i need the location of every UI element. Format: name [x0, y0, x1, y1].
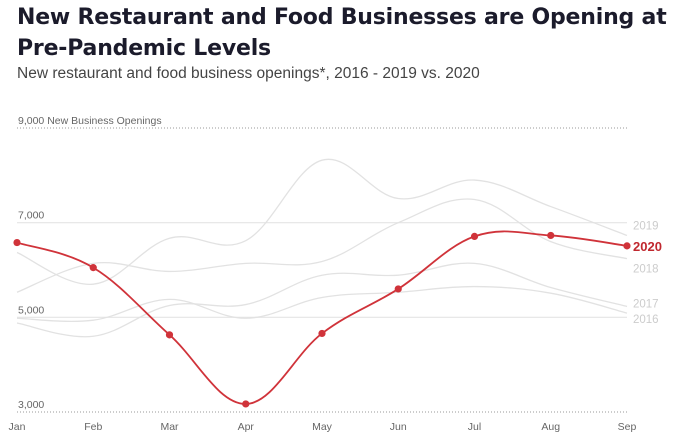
x-tick-label: Apr	[238, 421, 255, 433]
series-label-2019: 2019	[633, 220, 659, 232]
data-point-2020	[165, 331, 174, 339]
data-point-2020	[13, 238, 21, 247]
x-tick-label: Sep	[618, 421, 637, 433]
series-line-2017	[16, 262, 628, 338]
x-tick-label: May	[312, 421, 333, 433]
x-tick-label: Jun	[390, 421, 407, 433]
x-tick-label: Aug	[541, 421, 560, 433]
x-tick-label: Jan	[9, 421, 26, 433]
comparison-series	[16, 158, 628, 338]
series-label-2020: 2020	[633, 239, 662, 254]
data-point-2020	[89, 264, 97, 272]
data-point-2020	[547, 231, 555, 240]
series-label-2017: 2017	[633, 298, 659, 310]
y-tick-label: 5,000	[18, 304, 44, 316]
chart-title: New Restaurant and Food Businesses are O…	[17, 5, 667, 61]
data-point-2020	[470, 232, 479, 240]
gridlines	[17, 127, 627, 413]
data-point-2020	[318, 329, 326, 338]
y-tick-label: 7,000	[18, 210, 44, 222]
y-tick-label: 9,000 New Business Openings	[18, 115, 162, 127]
x-tick-label: Jul	[468, 421, 481, 433]
y-tick-label: 3,000	[18, 399, 44, 411]
highlight-series	[13, 230, 631, 408]
y-axis-ticks: 9,000 New Business Openings 7,000 5,000 3,0…	[18, 115, 162, 411]
data-point-2020	[623, 242, 631, 250]
series-line-2020	[16, 230, 628, 405]
series-label-2018: 2018	[633, 264, 659, 276]
series-line-2018	[16, 198, 628, 293]
series-label-2016: 2016	[633, 314, 659, 326]
x-tick-label: Mar	[160, 421, 179, 433]
x-axis-ticks: Jan Feb Mar Apr May Jun Jul Aug Sep	[9, 421, 637, 433]
x-tick-label: Feb	[84, 421, 102, 433]
data-point-2020	[242, 400, 250, 408]
series-labels: 2016 2017 2018 2019 2020	[633, 220, 662, 326]
series-line-2019	[16, 158, 628, 285]
chart-subtitle: New restaurant and food business opening…	[17, 65, 480, 82]
series-line-2016	[16, 285, 628, 322]
data-point-2020	[394, 285, 402, 293]
